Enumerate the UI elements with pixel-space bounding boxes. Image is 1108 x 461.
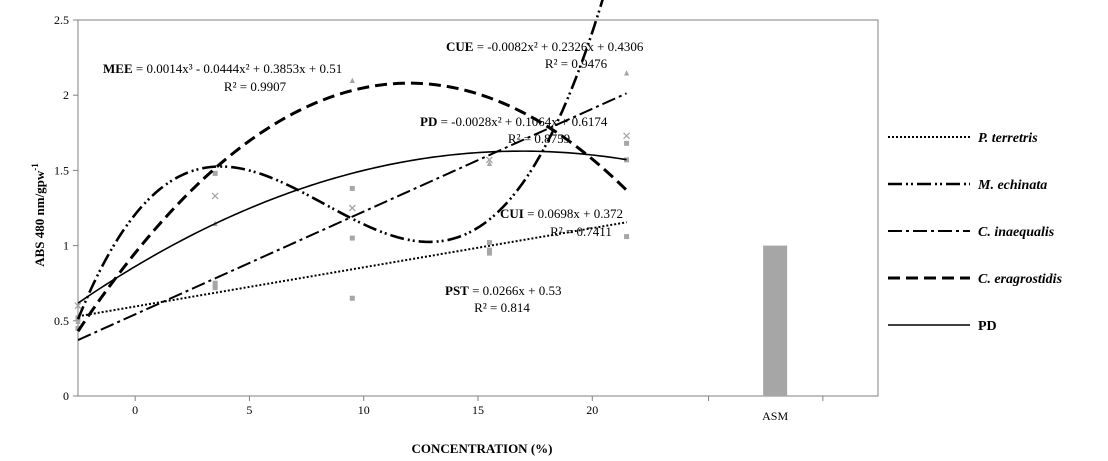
data-point — [623, 132, 631, 140]
x-tick-label: 20 — [586, 403, 598, 417]
svg-text:CUE = -0.0082x² + 0.2326x + 0.: CUE = -0.0082x² + 0.2326x + 0.4306 — [446, 39, 644, 54]
data-point — [212, 280, 218, 286]
legend-item: P. terretris — [888, 131, 1038, 146]
svg-text:PST = 0.0266x + 0.53: PST = 0.0266x + 0.53 — [445, 283, 562, 298]
legend-item: C. inaequalis — [888, 225, 1055, 240]
asm-bar — [763, 245, 788, 396]
data-point: ▲ — [485, 158, 494, 168]
x-tick-label: 15 — [472, 403, 484, 417]
x-tick-label: 5 — [246, 403, 252, 417]
y-tick-label: 1.5 — [54, 163, 69, 177]
annotation-cui: CUI = 0.0698x + 0.372 R² = 0.7411 — [500, 206, 623, 239]
x-axis-title: CONCENTRATION (%) — [412, 441, 553, 456]
svg-text:CUI = 0.0698x + 0.372: CUI = 0.0698x + 0.372 — [500, 206, 623, 221]
legend-item: C. eragrostidis — [888, 272, 1063, 287]
data-point: ▲ — [622, 68, 631, 78]
data-point — [486, 240, 492, 246]
data-point — [349, 295, 355, 301]
x-tick-label-asm: ASM — [762, 409, 788, 423]
series-line — [77, 150, 627, 304]
plot-area: 00.511.522.50 5 10 15 20 ASM▲▲▲▲▲ — [54, 0, 879, 423]
data-point — [74, 302, 82, 310]
svg-text:R² = 0.9907: R² = 0.9907 — [224, 79, 287, 94]
data-point — [624, 234, 630, 240]
svg-text:R² = 0.8759: R² = 0.8759 — [508, 131, 570, 146]
legend-label: C. inaequalis — [978, 225, 1055, 240]
data-point — [624, 157, 630, 163]
y-tick-label: 1 — [63, 239, 69, 253]
data-point — [212, 170, 218, 176]
svg-text:R² = 0.7411: R² = 0.7411 — [550, 224, 612, 239]
legend: P. terretris M. echinata C. inaequalis C. e… — [888, 131, 1063, 334]
data-point — [349, 235, 355, 241]
data-point — [486, 247, 492, 253]
legend-item: PD — [888, 319, 997, 334]
legend-label: P. terretris — [978, 131, 1038, 146]
legend-item: M. echinata — [888, 178, 1047, 193]
y-tick-label: 2.5 — [54, 13, 69, 27]
series-line — [76, 0, 604, 320]
svg-text:R² = 0.9476: R² = 0.9476 — [545, 56, 608, 71]
x-tick-label: 0 — [132, 403, 138, 417]
y-tick-label: 0.5 — [54, 314, 69, 328]
legend-label: M. echinata — [977, 178, 1047, 193]
x-tick-label: 10 — [358, 403, 370, 417]
svg-text:MEE = 0.0014x³ - 0.0444x² + 0.: MEE = 0.0014x³ - 0.0444x² + 0.3853x + 0.… — [103, 61, 342, 76]
data-point: ▲ — [348, 75, 357, 85]
data-point — [212, 285, 218, 291]
series-line — [77, 221, 627, 318]
y-axis-title: ABS 480 nm/gpw-1 — [30, 163, 47, 267]
svg-text:PD = -0.0028x² + 0.1064x + 0.6: PD = -0.0028x² + 0.1064x + 0.6174 — [420, 114, 608, 129]
data-point — [75, 325, 81, 331]
series-line — [77, 92, 627, 341]
legend-label: C. eragrostidis — [978, 272, 1063, 287]
y-tick-label: 2 — [63, 88, 69, 102]
annotation-pst: PST = 0.0266x + 0.53 R² = 0.814 — [445, 283, 562, 315]
annotation-pd: PD = -0.0028x² + 0.1064x + 0.6174 R² = 0… — [420, 114, 608, 146]
data-point — [624, 140, 630, 146]
legend-label: PD — [978, 319, 997, 334]
y-tick-label: 0 — [63, 389, 69, 403]
data-point: ▲ — [74, 316, 83, 326]
data-point — [486, 250, 492, 256]
data-point — [485, 156, 493, 164]
data-point — [349, 185, 355, 191]
annotation-cue: CUE = -0.0082x² + 0.2326x + 0.4306 R² = … — [446, 39, 644, 71]
series-line — [76, 81, 628, 333]
annotation-mee: MEE = 0.0014x³ - 0.0444x² + 0.3853x + 0.… — [103, 61, 342, 94]
data-point — [348, 204, 356, 212]
data-point — [211, 192, 219, 200]
plot-frame — [77, 19, 879, 397]
svg-text:R² = 0.814: R² = 0.814 — [474, 300, 530, 315]
